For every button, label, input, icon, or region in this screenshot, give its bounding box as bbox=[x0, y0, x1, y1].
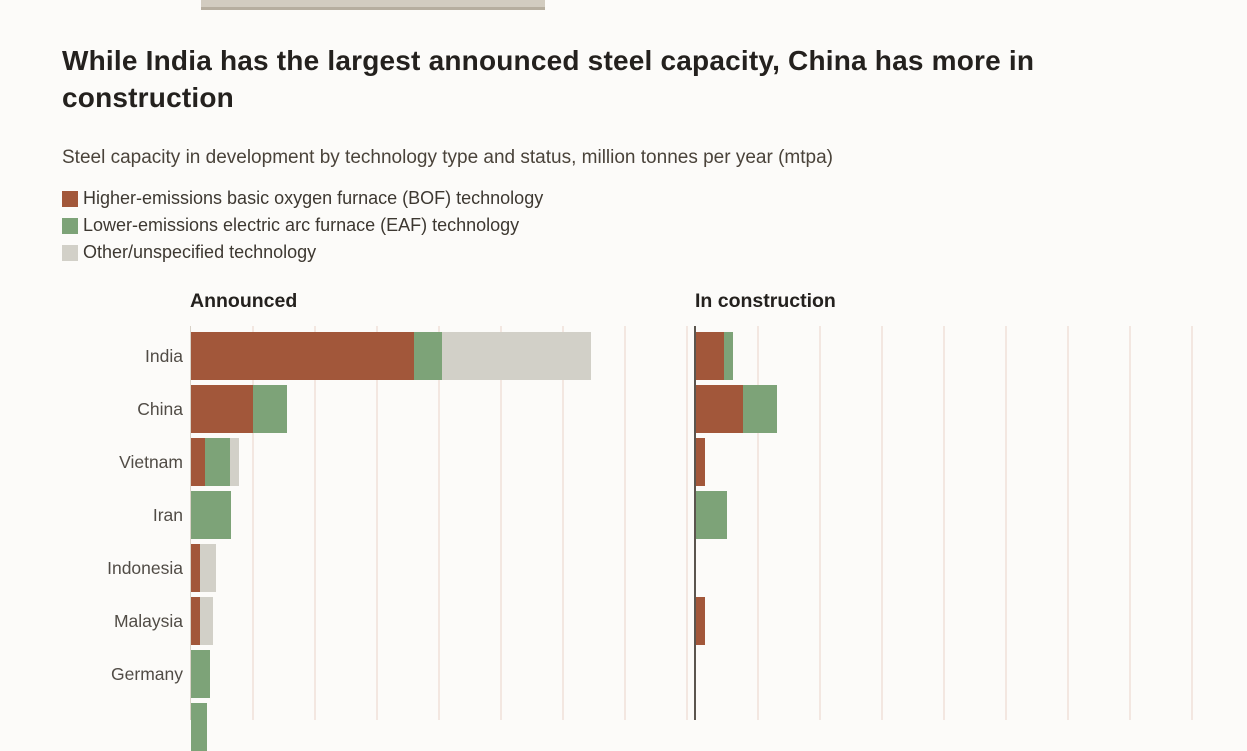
gridline bbox=[314, 326, 316, 720]
gridline bbox=[943, 326, 945, 720]
chart-subtitle: Steel capacity in development by technol… bbox=[62, 147, 833, 168]
bar-iran-announced bbox=[191, 491, 688, 539]
gridline bbox=[881, 326, 883, 720]
row-label-india: India bbox=[145, 346, 183, 366]
legend-swatch-other bbox=[62, 244, 78, 261]
gridline bbox=[1005, 326, 1007, 720]
bar-segment-eaf bbox=[723, 332, 734, 380]
bar-segment-other bbox=[200, 544, 216, 592]
row-label-iran: Iran bbox=[152, 505, 183, 525]
bar-segment-bof bbox=[696, 438, 706, 486]
gridline bbox=[1191, 326, 1193, 720]
bar-segment-bof bbox=[191, 385, 253, 433]
bar-segment-eaf bbox=[191, 703, 207, 751]
legend-label-eaf: Lower-emissions electric arc furnace (EA… bbox=[83, 215, 520, 235]
legend-item-eaf: Lower-emissions electric arc furnace (EA… bbox=[62, 212, 762, 239]
gridline bbox=[686, 326, 688, 720]
bar-segment-other bbox=[442, 332, 591, 380]
bar-segment-eaf bbox=[191, 650, 210, 698]
bar-indonesia-construction bbox=[696, 544, 1247, 592]
bar-india-announced bbox=[191, 332, 688, 380]
row-label-malaysia: Malaysia bbox=[113, 611, 183, 631]
top-partial-element bbox=[201, 0, 545, 10]
bar-segment-eaf bbox=[204, 438, 230, 486]
bar-china-construction bbox=[696, 385, 1247, 433]
axis-line-in-construction bbox=[694, 326, 696, 720]
panel-title-announced: Announced bbox=[190, 290, 298, 312]
bar-malaysia-announced bbox=[191, 597, 688, 645]
bar-row7-announced bbox=[191, 703, 688, 751]
bar-segment-other bbox=[200, 597, 213, 645]
bar-china-announced bbox=[191, 385, 688, 433]
row-label-china: China bbox=[137, 399, 183, 419]
chart-title: While India has the largest announced st… bbox=[62, 44, 1035, 113]
bar-segment-eaf bbox=[742, 385, 777, 433]
legend: Higher-emissions basic oxygen furnace (B… bbox=[62, 185, 762, 266]
bar-indonesia-announced bbox=[191, 544, 688, 592]
row-label-vietnam: Vietnam bbox=[119, 452, 183, 472]
bar-row7-construction bbox=[696, 703, 1247, 751]
gridline bbox=[252, 326, 254, 720]
bar-malaysia-construction bbox=[696, 597, 1247, 645]
bar-india-construction bbox=[696, 332, 1247, 380]
gridline bbox=[757, 326, 759, 720]
gridline bbox=[376, 326, 378, 720]
bar-iran-construction bbox=[696, 491, 1247, 539]
gridline bbox=[438, 326, 440, 720]
gridline bbox=[1129, 326, 1131, 720]
legend-swatch-eaf bbox=[62, 217, 78, 234]
legend-swatch-bof bbox=[62, 190, 78, 207]
bar-segment-bof bbox=[696, 332, 724, 380]
bar-vietnam-construction bbox=[696, 438, 1247, 486]
bar-germany-announced bbox=[191, 650, 688, 698]
axis-line-announced bbox=[190, 326, 191, 720]
bar-segment-bof bbox=[191, 438, 205, 486]
legend-label-bof: Higher-emissions basic oxygen furnace (B… bbox=[83, 188, 544, 208]
bar-segment-bof bbox=[191, 597, 201, 645]
bar-segment-other bbox=[229, 438, 240, 486]
legend-label-other: Other/unspecified technology bbox=[83, 242, 317, 262]
bar-segment-bof bbox=[191, 332, 415, 380]
bar-segment-bof bbox=[191, 544, 201, 592]
gridline bbox=[500, 326, 502, 720]
row-label-indonesia: Indonesia bbox=[107, 558, 183, 578]
bar-vietnam-announced bbox=[191, 438, 688, 486]
panel-title-in-construction: In construction bbox=[695, 290, 836, 312]
gridline bbox=[624, 326, 626, 720]
gridline bbox=[1067, 326, 1069, 720]
bar-segment-eaf bbox=[696, 491, 727, 539]
bar-segment-eaf bbox=[414, 332, 443, 380]
bar-germany-construction bbox=[696, 650, 1247, 698]
gridline bbox=[562, 326, 564, 720]
legend-item-bof: Higher-emissions basic oxygen furnace (B… bbox=[62, 185, 762, 212]
legend-item-other: Other/unspecified technology bbox=[62, 239, 762, 266]
bar-segment-eaf bbox=[253, 385, 288, 433]
bar-segment-bof bbox=[696, 385, 743, 433]
bar-segment-eaf bbox=[191, 491, 232, 539]
row-label-germany: Germany bbox=[111, 664, 183, 684]
gridline bbox=[819, 326, 821, 720]
bar-segment-bof bbox=[696, 597, 706, 645]
